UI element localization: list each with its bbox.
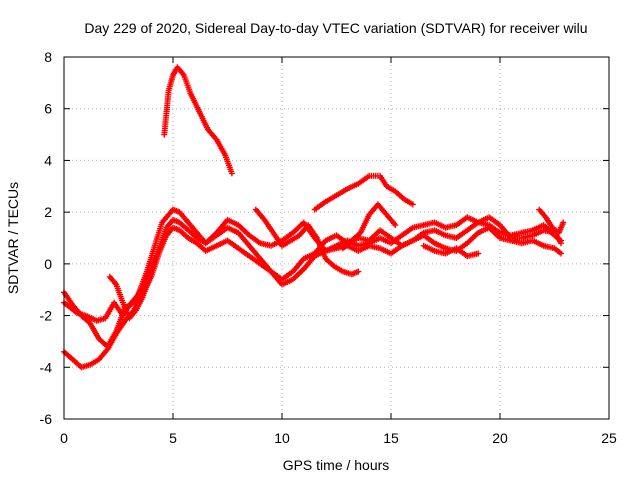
point-markers xyxy=(420,242,482,260)
point-markers xyxy=(106,255,159,322)
plot-frame xyxy=(63,56,610,420)
series-track-h xyxy=(420,242,482,260)
y-tick-label: 2 xyxy=(44,204,52,220)
y-tick-label: -4 xyxy=(40,359,53,375)
series-track-e xyxy=(311,172,416,213)
point-markers xyxy=(161,64,235,177)
y-tick-label: 0 xyxy=(44,256,52,272)
x-tick-label: 5 xyxy=(169,430,177,446)
point-markers xyxy=(340,201,399,252)
series-track-i xyxy=(536,206,567,236)
y-tick-label: 6 xyxy=(44,101,52,117)
series-track-f xyxy=(340,201,399,252)
axis-ticks: 0 5 10 15 20 25 -6 -4 -2 0 2 4 6 8 xyxy=(40,49,617,446)
series-track-g xyxy=(106,255,159,322)
series-track-d xyxy=(252,206,362,278)
x-tick-label: 25 xyxy=(601,430,617,446)
chart-title: Day 229 of 2020, Sidereal Day-to-day VTE… xyxy=(84,20,587,36)
x-tick-label: 0 xyxy=(60,430,68,446)
series-track-high xyxy=(161,64,235,177)
x-tick-label: 20 xyxy=(492,430,508,446)
point-markers xyxy=(311,172,416,213)
x-axis-label: GPS time / hours xyxy=(283,457,390,473)
x-tick-label: 10 xyxy=(274,430,290,446)
x-tick-label: 15 xyxy=(383,430,399,446)
y-tick-label: -6 xyxy=(40,411,53,427)
y-axis-label: SDTVAR / TECUs xyxy=(5,182,21,294)
y-tick-label: -2 xyxy=(40,308,53,324)
point-markers xyxy=(536,206,567,236)
y-tick-label: 8 xyxy=(44,49,52,65)
point-markers xyxy=(252,206,362,278)
y-tick-label: 4 xyxy=(44,152,52,168)
